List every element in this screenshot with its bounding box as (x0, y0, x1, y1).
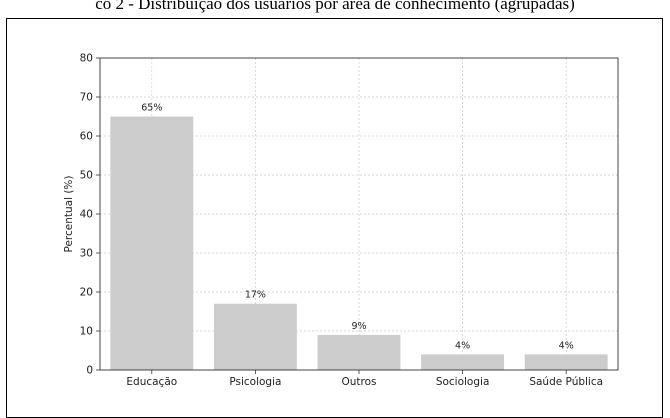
x-tick-label: Sociologia (436, 376, 490, 388)
data-label: 4% (455, 340, 470, 351)
axes (96, 57, 619, 374)
x-tick-label: Saúde Pública (529, 376, 603, 388)
bar-1 (213, 303, 297, 370)
y-tick-label: 60 (80, 131, 93, 143)
bar-3 (421, 354, 505, 370)
bar-2 (317, 334, 401, 370)
data-label: 4% (559, 340, 574, 351)
y-tick-label: 40 (80, 209, 93, 221)
y-tick-label: 50 (80, 170, 93, 182)
labels: 0 10 20 30 40 50 60 70 80 Educação 65% Psicologia 17… (80, 53, 603, 388)
y-axis-label: Percentual (%) (63, 175, 75, 252)
y-tick-label: 0 (86, 365, 93, 377)
y-tick-label: 20 (80, 287, 93, 299)
y-tick-label: 10 (80, 326, 93, 338)
figure-caption: co 2 - Distribuição dos usuários por áre… (95, 0, 575, 13)
x-tick-label: Educação (126, 376, 177, 388)
bar-0 (110, 116, 194, 370)
data-label: 17% (245, 290, 266, 301)
bars (110, 116, 608, 370)
plot-border (99, 57, 619, 371)
bar-4 (524, 354, 608, 370)
y-tick-label: 30 (80, 248, 93, 260)
x-tick-label: Outros (341, 376, 376, 388)
data-label: 65% (141, 103, 162, 114)
x-tick-label: Psicologia (229, 376, 281, 388)
y-tick-label: 80 (80, 53, 93, 65)
y-tick-label: 70 (80, 92, 93, 104)
data-label: 9% (351, 321, 366, 332)
